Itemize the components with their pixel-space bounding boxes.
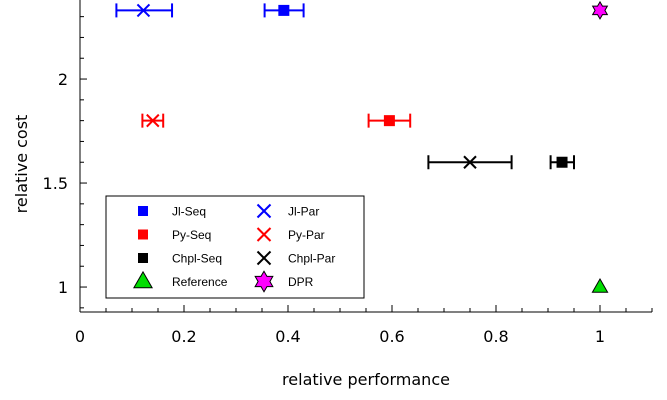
x-tick-label: 0.6 <box>379 327 404 346</box>
x-ticks: 0 0.2 0.4 0.6 0.8 1 <box>75 305 653 346</box>
legend-marker-jl-par <box>256 203 272 219</box>
legend: Jl-Seq Jl-Par Py-Seq Py-Par Chpl-Seq Chpl-Par… <box>105 195 365 299</box>
legend-box <box>105 195 365 299</box>
x-tick-label: 0.2 <box>171 327 196 346</box>
legend-label-dpr: DPR <box>288 275 314 289</box>
x-tick-label: 0.8 <box>483 327 508 346</box>
series-py-par <box>141 113 165 128</box>
legend-label-chpl-seq: Chpl-Seq <box>172 252 222 266</box>
x-tick-label: 0.4 <box>275 327 300 346</box>
series-chpl-seq <box>549 155 575 170</box>
x-tick-label: 1 <box>595 327 605 346</box>
point-jl-par <box>136 3 151 18</box>
series-dpr <box>591 0 609 20</box>
legend-label-jl-par: Jl-Par <box>288 205 319 219</box>
y-tick-label: 1 <box>58 278 68 297</box>
legend-marker-chpl-par-stroke-b <box>256 250 272 266</box>
legend-marker-chpl-par <box>256 250 272 266</box>
legend-marker-py-par <box>256 227 272 242</box>
point-jl-seq <box>278 4 290 16</box>
point-py-par-stroke-b <box>146 113 160 128</box>
legend-label-jl-seq: Jl-Seq <box>172 205 206 219</box>
point-chpl-par <box>463 155 477 169</box>
legend-marker-dpr <box>254 270 274 293</box>
legend-marker-jl-seq <box>138 206 148 216</box>
series-jl-par <box>115 3 174 18</box>
series-jl-seq <box>263 3 305 18</box>
legend-marker-py-par-stroke-b <box>256 227 272 242</box>
x-axis-label: relative performance <box>282 370 450 389</box>
legend-label-py-par: Py-Par <box>288 228 325 242</box>
legend-label-py-seq: Py-Seq <box>172 228 211 242</box>
y-ticks: 11.52 <box>43 16 87 309</box>
legend-label-reference: Reference <box>172 275 228 289</box>
series-reference <box>591 278 609 293</box>
legend-marker-chpl-seq <box>138 253 148 263</box>
series-chpl-par <box>427 155 513 170</box>
legend-label-chpl-par: Chpl-Par <box>288 252 335 266</box>
legend-marker-reference <box>133 270 153 289</box>
point-reference <box>591 278 609 293</box>
series-py-seq <box>367 113 412 128</box>
y-axis-label: relative cost <box>12 115 31 214</box>
point-py-par <box>146 113 160 128</box>
y-tick-label: 1.5 <box>43 174 68 193</box>
legend-marker-py-seq <box>138 229 148 240</box>
legend-marker-jl-par-stroke-b <box>256 203 272 219</box>
point-dpr <box>591 0 609 20</box>
point-chpl-seq <box>556 156 568 168</box>
x-tick-label: 0 <box>75 327 85 346</box>
y-tick-label: 2 <box>58 70 68 89</box>
point-chpl-par-stroke-b <box>463 155 477 169</box>
data-marks <box>115 0 609 293</box>
point-jl-par-stroke-b <box>136 3 151 18</box>
point-py-seq <box>383 115 395 127</box>
